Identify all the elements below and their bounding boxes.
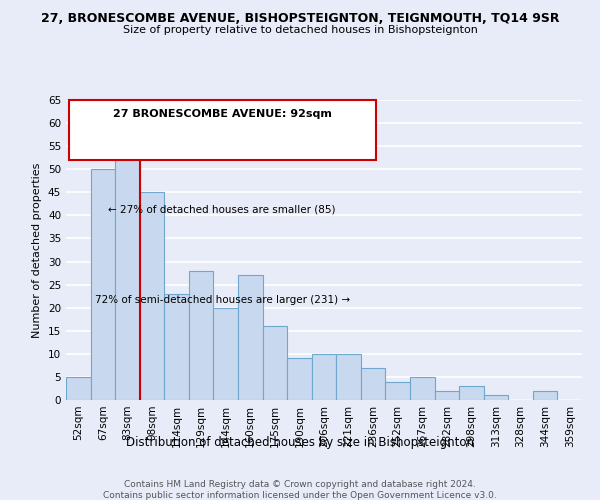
Bar — [189, 271, 214, 400]
Bar — [66, 377, 91, 400]
Text: 27 BRONESCOMBE AVENUE: 92sqm: 27 BRONESCOMBE AVENUE: 92sqm — [113, 109, 332, 119]
Bar — [434, 391, 459, 400]
Bar — [385, 382, 410, 400]
Bar — [533, 391, 557, 400]
Text: Contains public sector information licensed under the Open Government Licence v3: Contains public sector information licen… — [103, 491, 497, 500]
Text: 27, BRONESCOMBE AVENUE, BISHOPSTEIGNTON, TEIGNMOUTH, TQ14 9SR: 27, BRONESCOMBE AVENUE, BISHOPSTEIGNTON,… — [41, 12, 559, 26]
Bar — [312, 354, 336, 400]
Bar — [336, 354, 361, 400]
Bar — [115, 156, 140, 400]
Text: Contains HM Land Registry data © Crown copyright and database right 2024.: Contains HM Land Registry data © Crown c… — [124, 480, 476, 489]
Bar — [91, 169, 115, 400]
Text: Distribution of detached houses by size in Bishopsteignton: Distribution of detached houses by size … — [126, 436, 474, 449]
Text: Size of property relative to detached houses in Bishopsteignton: Size of property relative to detached ho… — [122, 25, 478, 35]
Bar — [164, 294, 189, 400]
Bar — [484, 396, 508, 400]
Bar — [238, 276, 263, 400]
Text: 72% of semi-detached houses are larger (231) →: 72% of semi-detached houses are larger (… — [95, 295, 350, 305]
Text: ← 27% of detached houses are smaller (85): ← 27% of detached houses are smaller (85… — [109, 205, 336, 215]
FancyBboxPatch shape — [68, 100, 376, 160]
Bar — [459, 386, 484, 400]
Y-axis label: Number of detached properties: Number of detached properties — [32, 162, 43, 338]
Bar — [361, 368, 385, 400]
Bar — [287, 358, 312, 400]
Bar — [263, 326, 287, 400]
Bar — [140, 192, 164, 400]
Bar — [214, 308, 238, 400]
Bar — [410, 377, 434, 400]
